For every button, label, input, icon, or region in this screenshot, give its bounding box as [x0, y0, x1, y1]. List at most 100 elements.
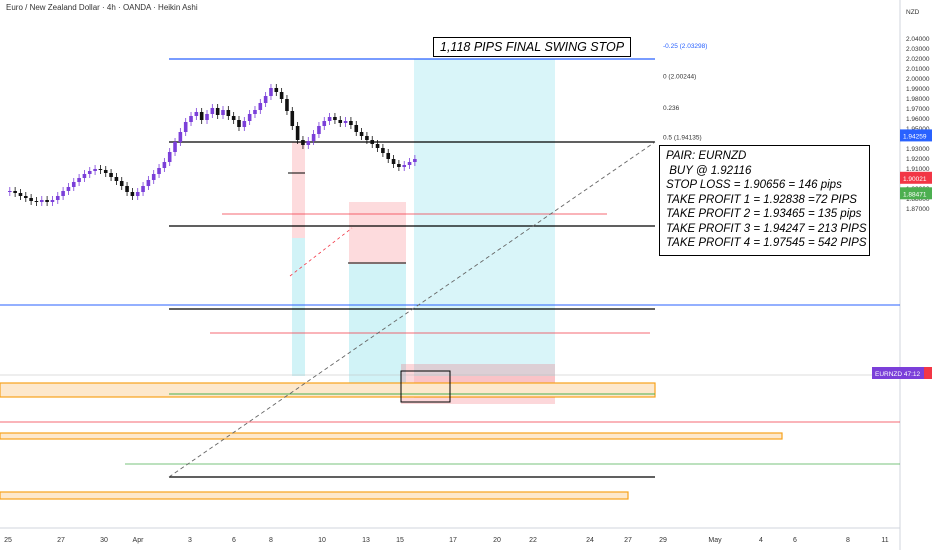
candle: [322, 121, 327, 126]
candle: [317, 126, 321, 134]
trade-note-line: PAIR: EURNZD: [666, 150, 747, 162]
chart-title: Euro / New Zealand Dollar · 4h · OANDA ·…: [6, 3, 198, 12]
y-tick-label: 2.04000: [906, 36, 930, 43]
fib-level-label: -0.25 (2.03298): [663, 43, 707, 50]
x-tick-label: 8: [846, 537, 850, 544]
fib-level-label: 0 (2.00244): [663, 74, 696, 81]
currency-label: NZD: [906, 9, 920, 16]
fib-level-label: 0.236: [663, 105, 680, 112]
y-tick-label: 1.91000: [906, 166, 930, 173]
candle: [146, 180, 151, 186]
candle: [343, 121, 348, 123]
current-price-label: EURNZD 47:12: [875, 371, 921, 378]
demand-zone: [0, 491, 629, 500]
candle: [274, 88, 279, 92]
candle: [333, 117, 337, 120]
x-tick-label: 15: [396, 537, 404, 544]
short-target-zone: [292, 238, 305, 376]
price-tag: [900, 129, 932, 142]
trade-note-line: BUY @ 1.92116: [666, 164, 752, 177]
current-price-tag: [872, 367, 924, 379]
fib-level-label: 0.5 (1.94135): [663, 135, 702, 142]
candle: [114, 177, 119, 181]
candle: [34, 201, 39, 202]
candle: [29, 198, 33, 201]
candle: [87, 171, 92, 174]
y-tick-label: 2.02000: [906, 56, 930, 63]
x-tick-label: 20: [493, 537, 501, 544]
y-tick-label: 1.92000: [906, 156, 930, 163]
candle: [386, 153, 391, 159]
y-tick-label: 1.87000: [906, 206, 930, 213]
price-tag: [900, 171, 932, 184]
candle: [402, 165, 407, 167]
trade-note-line: STOP LOSS = 1.90656 = 146 pips: [666, 179, 842, 191]
candle: [8, 191, 12, 192]
candle: [237, 120, 241, 127]
candle: [285, 99, 289, 111]
candle: [263, 96, 268, 103]
demand-zone: [0, 382, 656, 398]
y-tick-label: 2.03000: [906, 46, 930, 53]
swing-target-zone: [414, 59, 555, 376]
candle: [109, 173, 113, 177]
candle: [407, 162, 412, 165]
x-tick-label: 6: [232, 537, 236, 544]
candle: [295, 126, 300, 140]
x-tick-label: Apr: [133, 537, 145, 544]
x-tick-label: May: [708, 537, 722, 544]
candle: [221, 110, 225, 115]
candle: [50, 200, 55, 202]
candle: [327, 117, 332, 121]
y-tick-label: 1.93000: [906, 146, 930, 153]
candle: [157, 168, 161, 174]
fib-trend-line: [168, 141, 656, 478]
x-tick-label: 3: [188, 537, 192, 544]
price-tag-label: 1.88471: [903, 191, 927, 198]
trend-line: [289, 227, 353, 277]
trade-note-line: TAKE PROFIT 2 = 1.93465 = 135 pips: [666, 208, 862, 220]
candle: [269, 88, 273, 96]
candle: [130, 192, 135, 196]
candle: [135, 192, 140, 196]
candle: [349, 121, 353, 125]
candle: [359, 132, 364, 136]
candle: [247, 114, 252, 121]
candle: [391, 159, 396, 164]
x-tick-label: 6: [793, 537, 797, 544]
trade-note-line: TAKE PROFIT 1 = 1.92838 =72 PIPS: [666, 193, 857, 206]
price-tag: [900, 187, 932, 200]
trade-note-line: TAKE PROFIT 4 = 1.97545 = 542 PIPS: [666, 237, 867, 249]
candle: [338, 120, 343, 123]
trade-note-box[interactable]: PAIR: EURNZD BUY @ 1.92116 STOP LOSS = 1…: [659, 145, 870, 256]
x-tick-label: 8: [269, 537, 273, 544]
candle: [253, 110, 257, 114]
candle: [242, 121, 247, 127]
candle: [279, 92, 284, 99]
candle: [301, 140, 305, 145]
candle: [119, 181, 124, 186]
y-tick-label: 1.98000: [906, 96, 930, 103]
candle: [199, 112, 204, 120]
y-tick-label: 1.96000: [906, 116, 930, 123]
candle: [397, 164, 401, 167]
candle: [71, 182, 76, 187]
price-tag-label: 1.94259: [903, 133, 927, 140]
swing-stop-banner[interactable]: 1,118 PIPS FINAL SWING STOP: [433, 37, 632, 57]
y-tick-label: 1.99000: [906, 86, 930, 93]
candle: [162, 162, 167, 168]
candle: [66, 187, 71, 191]
candle: [365, 136, 369, 140]
candle: [98, 169, 103, 170]
candle: [370, 140, 375, 144]
current-price-marker: [924, 367, 932, 379]
candle: [55, 196, 60, 200]
candle: [125, 186, 129, 192]
candle: [45, 200, 49, 202]
candle: [39, 200, 44, 202]
y-tick-label: 1.88000: [906, 196, 930, 203]
x-tick-label: 10: [318, 537, 326, 544]
y-tick-label: 2.01000: [906, 66, 930, 73]
